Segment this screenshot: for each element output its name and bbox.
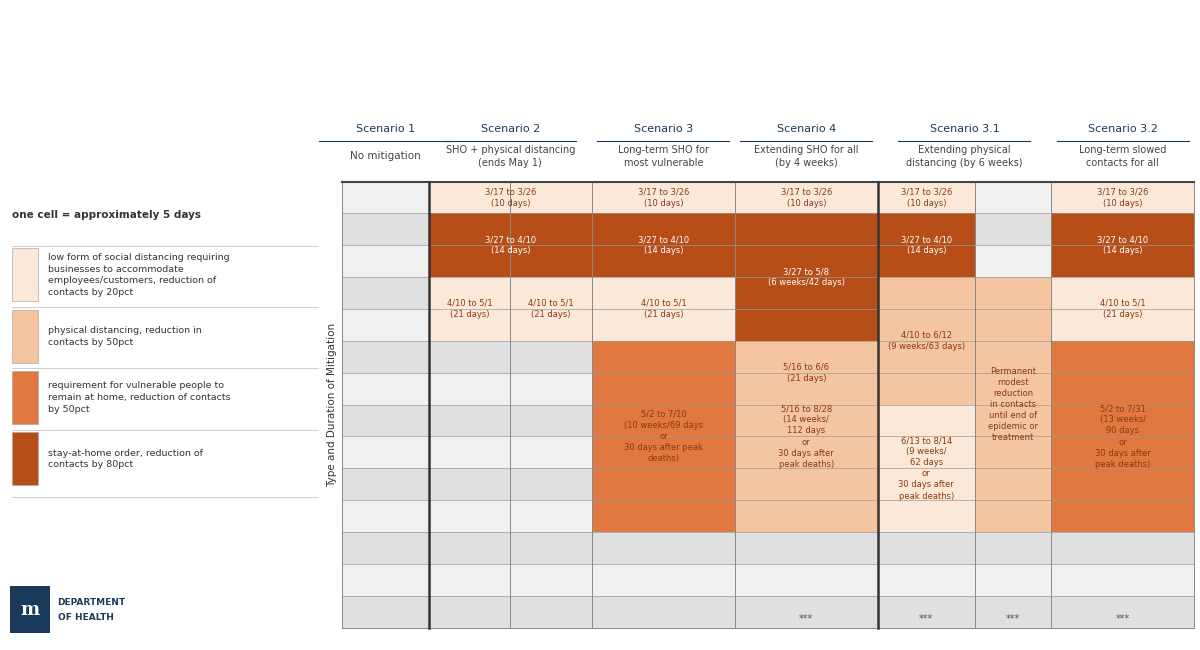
Polygon shape [1051,213,1194,277]
Text: physical distancing, reduction in
contacts by 50pct: physical distancing, reduction in contac… [48,326,202,346]
Text: OF HEALTH: OF HEALTH [58,613,114,622]
Text: 3/17 to 3/26
(10 days): 3/17 to 3/26 (10 days) [780,187,832,207]
Polygon shape [342,341,1194,372]
Polygon shape [734,341,877,532]
Text: ***: *** [799,614,814,625]
Polygon shape [734,341,877,404]
Text: 4/10 to 5/1
(21 days): 4/10 to 5/1 (21 days) [446,299,492,319]
Text: one cell = approximately 5 days: one cell = approximately 5 days [12,210,202,220]
Text: 5/2 to 7/31
(13 weeks/
90 days
or
30 days after
peak deaths): 5/2 to 7/31 (13 weeks/ 90 days or 30 day… [1094,404,1151,469]
Polygon shape [342,277,1194,309]
Text: 4/10 to 5/1
(21 days): 4/10 to 5/1 (21 days) [1099,299,1145,319]
Text: 3/17 to 3/26
(10 days): 3/17 to 3/26 (10 days) [900,187,952,207]
Polygon shape [12,310,38,363]
Polygon shape [877,277,974,404]
Text: Scenario 3.2: Scenario 3.2 [1087,124,1158,133]
Text: 4/10 to 5/1
(21 days): 4/10 to 5/1 (21 days) [641,299,686,319]
Text: Scenario 3: Scenario 3 [634,124,692,133]
Text: DEPARTMENT: DEPARTMENT [58,598,126,607]
Polygon shape [342,469,1194,500]
Polygon shape [877,181,974,213]
Polygon shape [12,371,38,424]
Text: Long-term slowed
contacts for all: Long-term slowed contacts for all [1079,145,1166,168]
Text: Permanent
modest
reduction
in contacts
until end of
epidemic or
treatment: Permanent modest reduction in contacts u… [988,367,1038,443]
Text: 3/27 to 4/10
(14 days): 3/27 to 4/10 (14 days) [1097,235,1148,255]
Text: 5/2 to 7/10
(10 weeks/69 days
or
30 days after peak
deaths): 5/2 to 7/10 (10 weeks/69 days or 30 days… [624,410,703,463]
Text: 3/17 to 3/26
(10 days): 3/17 to 3/26 (10 days) [1097,187,1148,207]
Text: low form of social distancing requiring
businesses to accommodate
employees/cust: low form of social distancing requiring … [48,253,229,297]
Polygon shape [877,213,974,277]
Text: Modeled Scenarios: Modeled Scenarios [840,23,1164,52]
Polygon shape [342,437,1194,469]
Text: 5/16 to 6/6
(21 days): 5/16 to 6/6 (21 days) [784,363,829,383]
Text: ***: *** [1006,614,1020,625]
Polygon shape [342,404,1194,437]
Polygon shape [1051,181,1194,213]
Text: Extending physical
distancing (by 6 weeks): Extending physical distancing (by 6 week… [906,145,1022,168]
Text: m: m [20,601,40,619]
Polygon shape [592,213,734,277]
Text: 3/17 to 3/26
(10 days): 3/17 to 3/26 (10 days) [637,187,689,207]
Polygon shape [592,181,734,213]
Text: SHO + physical distancing
(ends May 1): SHO + physical distancing (ends May 1) [445,145,575,168]
Text: 3/27 to 4/10
(14 days): 3/27 to 4/10 (14 days) [638,235,689,255]
Polygon shape [342,596,1194,628]
Polygon shape [342,564,1194,596]
Text: Scenario 2: Scenario 2 [481,124,540,133]
Text: 4/10 to 6/12
(9 weeks/63 days): 4/10 to 6/12 (9 weeks/63 days) [888,331,965,351]
Text: ***: *** [919,614,934,625]
Polygon shape [12,248,38,302]
Polygon shape [342,500,1194,532]
Polygon shape [342,532,1194,564]
Polygon shape [877,404,974,532]
Text: No mitigation: No mitigation [350,151,421,161]
Polygon shape [592,277,734,341]
Text: 4/10 to 5/1
(21 days): 4/10 to 5/1 (21 days) [528,299,574,319]
Text: Type and Duration of Mitigation: Type and Duration of Mitigation [328,322,337,487]
Text: ***: *** [1116,614,1129,625]
Text: Scenario 3.1: Scenario 3.1 [930,124,1000,133]
Polygon shape [342,181,1194,213]
Text: 6/13 to 8/14
(9 weeks/
62 days
or
30 days after
peak deaths): 6/13 to 8/14 (9 weeks/ 62 days or 30 day… [899,436,954,500]
Text: Scenario 4: Scenario 4 [776,124,836,133]
Polygon shape [592,341,734,532]
Polygon shape [510,277,592,341]
Polygon shape [1051,277,1194,341]
Text: Long-term SHO for
most vulnerable: Long-term SHO for most vulnerable [618,145,709,168]
Text: 5/16 to 8/28
(14 weeks/
112 days
or
30 days after
peak deaths): 5/16 to 8/28 (14 weeks/ 112 days or 30 d… [779,404,834,469]
Polygon shape [342,309,1194,341]
Text: 3/17 to 3/26
(10 days): 3/17 to 3/26 (10 days) [485,187,536,207]
Text: Scenario 1: Scenario 1 [356,124,415,133]
Polygon shape [734,181,877,213]
Text: 3/27 to 4/10
(14 days): 3/27 to 4/10 (14 days) [485,235,536,255]
Text: 3/27 to 5/8
(6 weeks/42 days): 3/27 to 5/8 (6 weeks/42 days) [768,267,845,287]
Polygon shape [974,277,1051,532]
Polygon shape [12,432,38,486]
Text: Extending SHO for all
(by 4 weeks): Extending SHO for all (by 4 weeks) [754,145,858,168]
Text: requirement for vulnerable people to
remain at home, reduction of contacts
by 50: requirement for vulnerable people to rem… [48,382,230,414]
Polygon shape [428,181,592,213]
Polygon shape [1051,341,1194,532]
Polygon shape [428,277,510,341]
Polygon shape [342,245,1194,277]
Text: 3/27 to 4/10
(14 days): 3/27 to 4/10 (14 days) [901,235,952,255]
Text: stay-at-home order, reduction of
contacts by 80pct: stay-at-home order, reduction of contact… [48,448,203,469]
Polygon shape [428,213,592,277]
Polygon shape [342,213,1194,245]
Polygon shape [10,586,50,633]
Polygon shape [734,213,877,341]
Polygon shape [342,372,1194,404]
